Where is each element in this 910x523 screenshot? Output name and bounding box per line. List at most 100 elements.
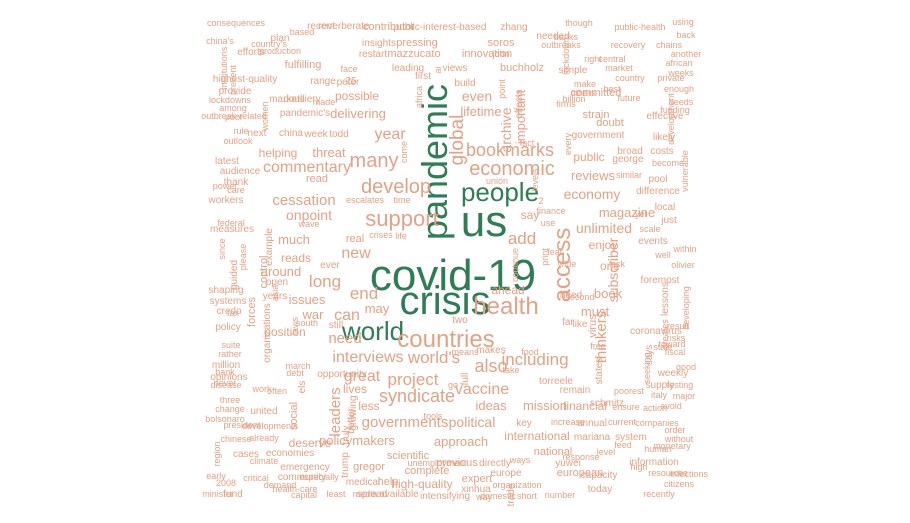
cloud-word-world-s: world's — [407, 348, 460, 367]
cloud-word-approach: approach — [434, 434, 488, 449]
cloud-word-pandemic-s: pandemic's — [280, 108, 330, 119]
cloud-word-develop: develop — [361, 176, 431, 198]
cloud-word-previous: previous — [436, 457, 478, 469]
cloud-word-future: future — [617, 93, 640, 103]
cloud-word-reviews: reviews — [571, 168, 616, 183]
cloud-word-committed: committed — [571, 87, 622, 99]
cloud-word-president: president — [223, 420, 261, 430]
cloud-word-international: international — [504, 429, 569, 443]
cloud-word-high: high — [630, 462, 647, 472]
cloud-word-remain: remain — [560, 385, 591, 396]
cloud-word-george: george — [612, 154, 644, 165]
cloud-word-outbreak-related: outbreak-related — [201, 111, 267, 121]
cloud-word-threat: threat — [312, 145, 346, 160]
cloud-word-guided: guided — [229, 260, 240, 290]
cloud-word-number: number — [545, 490, 576, 500]
cloud-word-country-s: country's — [251, 39, 287, 49]
cloud-word-feed: feed — [614, 440, 632, 450]
cloud-word-still: still — [329, 320, 343, 331]
cloud-word-bolsonaro: bolsonaro — [205, 414, 245, 424]
cloud-word-similar: similar — [616, 170, 642, 180]
cloud-word-less: less — [358, 399, 379, 413]
cloud-word-others: others — [570, 88, 596, 98]
cloud-word-book: book — [594, 286, 623, 301]
cloud-word-suite: suite — [221, 340, 240, 350]
cloud-word-zhang: zhang — [500, 22, 527, 33]
cloud-word-recently: recently — [643, 489, 675, 499]
cloud-word-national: national — [534, 446, 573, 458]
cloud-word-region: region — [212, 441, 222, 466]
cloud-word-open: open — [266, 277, 288, 288]
cloud-word-wide: wide — [557, 259, 577, 269]
cloud-word-leaders: leaders — [327, 387, 344, 436]
cloud-word-means: means — [451, 347, 479, 357]
cloud-word-end: end — [350, 284, 378, 303]
cloud-word-forces: forces — [246, 297, 258, 327]
cloud-word-political: political — [449, 414, 496, 430]
cloud-word-expert: expert — [462, 473, 493, 485]
cloud-word-credo: credo — [216, 306, 241, 317]
cloud-word-resources: resources — [648, 468, 688, 478]
cloud-word-can: can — [334, 307, 360, 324]
cloud-word-chains: chains — [656, 40, 683, 50]
cloud-word-health: health — [473, 293, 538, 320]
cloud-word-organization: organization — [492, 480, 541, 490]
cloud-word-world: world — [341, 316, 404, 346]
cloud-word-xinhua: xinhua — [461, 484, 491, 495]
cloud-word-consequences: consequences — [207, 18, 266, 28]
cloud-word-south: south — [296, 318, 318, 328]
cloud-word-difference: difference — [636, 186, 680, 197]
cloud-word-monetary: monetary — [653, 441, 691, 451]
cloud-word-around: around — [261, 264, 301, 279]
cloud-word-way: way — [475, 492, 493, 502]
cloud-word-human: human — [644, 444, 672, 454]
cloud-word-back: back — [676, 30, 696, 40]
cloud-word-costs: costs — [650, 146, 673, 157]
cloud-word-yuwei: yuwei — [555, 458, 581, 469]
cloud-word-women: women — [260, 101, 270, 131]
cloud-word-spread: spread — [357, 489, 388, 500]
cloud-word-mariana: mariana — [574, 432, 611, 443]
cloud-word-coronavirus: coronavirus — [630, 326, 682, 337]
cloud-word-come: come — [399, 141, 409, 163]
cloud-word-effective: effective — [646, 111, 683, 122]
cloud-word-economic: economic — [469, 158, 555, 180]
cloud-word-escalates: escalates — [346, 195, 385, 205]
cloud-word-full: full — [460, 373, 471, 386]
cloud-word-latest: latest — [215, 156, 239, 167]
cloud-word-systems: systems — [210, 296, 247, 307]
cloud-word-every: every — [563, 133, 573, 156]
cloud-word-capacity: capacity — [581, 470, 618, 481]
cloud-word-within: within — [672, 244, 696, 254]
cloud-word-organizations: organizations — [262, 303, 273, 362]
cloud-word-control: control — [258, 255, 270, 288]
cloud-word-system: system — [615, 432, 647, 443]
cloud-word-year: year — [374, 126, 406, 143]
cloud-word-public: public — [573, 150, 604, 164]
cloud-word-markets: markets — [269, 94, 305, 105]
cloud-word-plan: plan — [271, 33, 290, 44]
cloud-word-power: power — [213, 181, 238, 191]
cloud-word-economies: economies — [266, 448, 314, 459]
cloud-word-food: food — [521, 347, 539, 357]
cloud-word-schmitz: schmitz — [590, 398, 624, 409]
cloud-word-restart: restart — [359, 49, 388, 60]
cloud-word-fear: fear — [547, 247, 563, 257]
cloud-word-read: read — [306, 173, 328, 185]
cloud-word-continue: continue — [510, 248, 520, 282]
cloud-word-demand: demand — [264, 480, 297, 490]
cloud-word-free: free — [590, 341, 606, 351]
cloud-word-helping: helping — [259, 146, 298, 160]
cloud-word-local: local — [655, 202, 676, 213]
cloud-word-ai: ai — [433, 66, 443, 73]
cloud-word-though: though — [565, 18, 593, 28]
cloud-word-without: without — [664, 434, 694, 444]
cloud-word-growing: growing — [348, 395, 359, 430]
cloud-word-become: become — [652, 158, 684, 168]
cloud-word-virus: virus — [587, 314, 599, 338]
cloud-word-since: since — [217, 238, 227, 259]
cloud-word-war: war — [302, 307, 325, 322]
cloud-word-media: media — [353, 489, 378, 499]
cloud-word-lockdowns: lockdowns — [209, 95, 252, 105]
cloud-word-right: right — [584, 54, 602, 64]
